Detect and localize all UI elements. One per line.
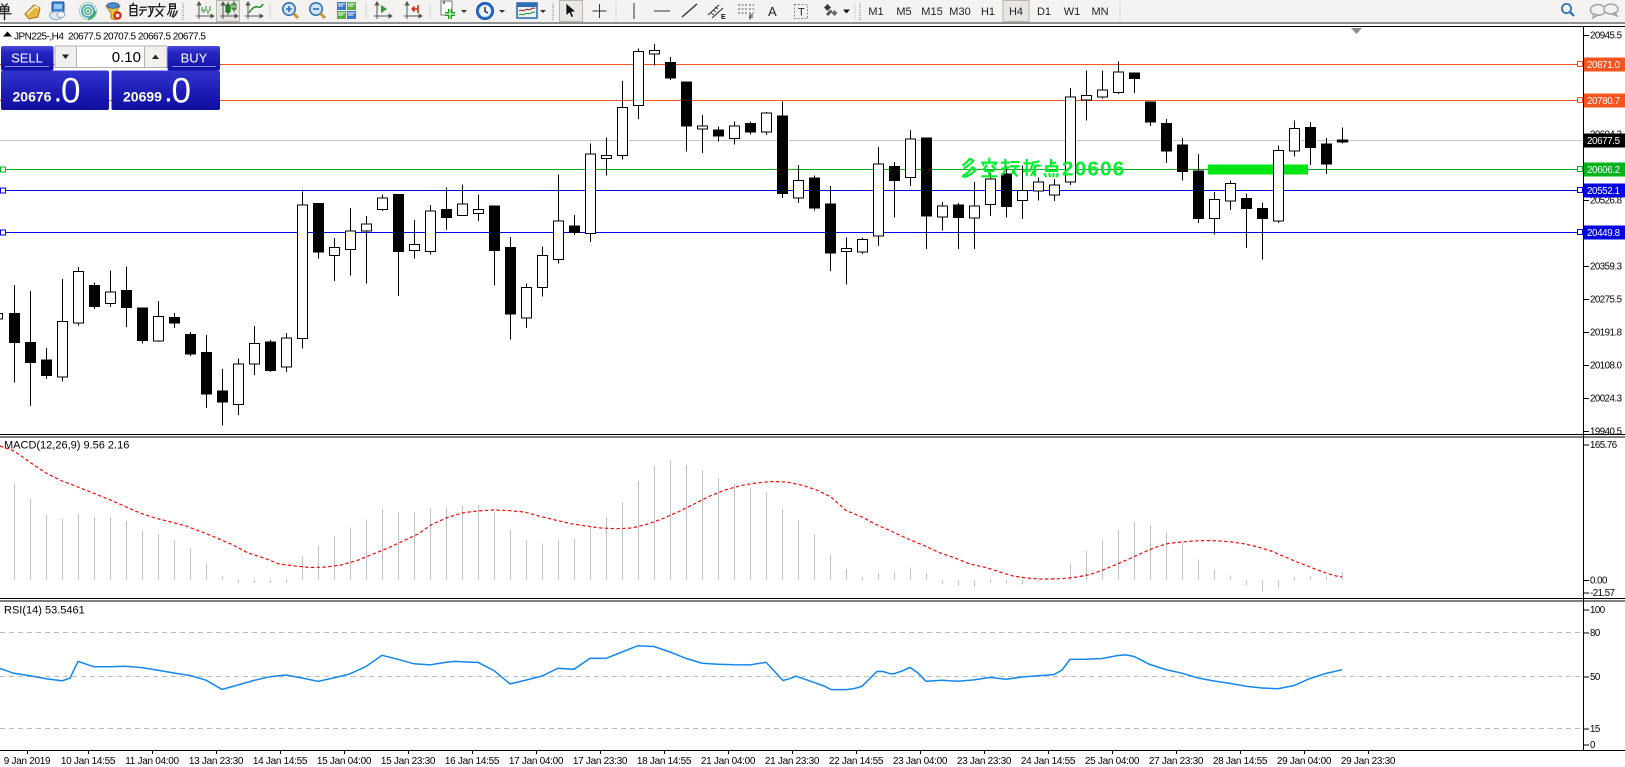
svg-text:F: F (749, 15, 754, 22)
svg-text:20780.7: 20780.7 (1587, 96, 1620, 107)
svg-text:SELL: SELL (11, 51, 43, 66)
svg-text:20945.5: 20945.5 (1590, 31, 1622, 42)
svg-text:29 Jan 23:30: 29 Jan 23:30 (1341, 756, 1396, 767)
svg-text:29 Jan 04:00: 29 Jan 04:00 (1277, 756, 1332, 767)
svg-text:28 Jan 14:55: 28 Jan 14:55 (1213, 756, 1268, 767)
svg-text:22 Jan 14:55: 22 Jan 14:55 (829, 756, 884, 767)
svg-text:H1: H1 (981, 6, 995, 18)
svg-text:20275.5: 20275.5 (1590, 294, 1622, 305)
svg-text:21 Jan 04:00: 21 Jan 04:00 (701, 756, 756, 767)
svg-text:BUY: BUY (181, 51, 208, 66)
svg-text:19940.5: 19940.5 (1590, 426, 1622, 437)
svg-text:21 Jan 23:30: 21 Jan 23:30 (765, 756, 820, 767)
svg-text:E: E (721, 14, 726, 21)
svg-text:15 Jan 23:30: 15 Jan 23:30 (381, 756, 436, 767)
svg-text:20676: 20676 (13, 89, 52, 105)
svg-text:15 Jan 04:00: 15 Jan 04:00 (317, 756, 372, 767)
svg-text:50: 50 (1590, 672, 1601, 683)
svg-text:T: T (798, 7, 805, 19)
svg-text:14 Jan 14:55: 14 Jan 14:55 (253, 756, 308, 767)
svg-text:20699: 20699 (123, 89, 162, 105)
svg-text:15: 15 (1590, 724, 1600, 735)
svg-text:M30: M30 (949, 6, 970, 18)
svg-text:20359.3: 20359.3 (1590, 262, 1622, 273)
svg-text:80: 80 (1590, 628, 1601, 639)
svg-text:17 Jan 04:00: 17 Jan 04:00 (509, 756, 564, 767)
svg-text:25 Jan 04:00: 25 Jan 04:00 (1085, 756, 1140, 767)
svg-text:20449.8: 20449.8 (1587, 228, 1621, 239)
svg-text:M5: M5 (896, 6, 911, 18)
svg-text:H4: H4 (1009, 6, 1023, 18)
svg-text:0: 0 (172, 72, 191, 111)
svg-text:10 Jan 14:55: 10 Jan 14:55 (61, 756, 116, 767)
svg-text:20191.8: 20191.8 (1590, 327, 1622, 338)
svg-text:165.76: 165.76 (1590, 440, 1617, 451)
svg-text:23 Jan 04:00: 23 Jan 04:00 (893, 756, 948, 767)
svg-text:RSI(14) 53.5461: RSI(14) 53.5461 (4, 605, 85, 617)
svg-text:23 Jan 23:30: 23 Jan 23:30 (957, 756, 1012, 767)
svg-text:20606.2: 20606.2 (1587, 165, 1620, 176)
svg-text:13 Jan 23:30: 13 Jan 23:30 (189, 756, 244, 767)
svg-text:0.00: 0.00 (1590, 576, 1608, 587)
svg-text:27 Jan 23:30: 27 Jan 23:30 (1149, 756, 1204, 767)
svg-text:20108.0: 20108.0 (1590, 360, 1623, 371)
svg-text:20526.8: 20526.8 (1590, 196, 1622, 207)
svg-text:M15: M15 (921, 6, 942, 18)
svg-text:24 Jan 14:55: 24 Jan 14:55 (1021, 756, 1076, 767)
svg-text:A: A (768, 4, 777, 19)
svg-text:11 Jan 04:00: 11 Jan 04:00 (125, 756, 179, 767)
svg-text:20552.1: 20552.1 (1587, 186, 1620, 197)
svg-text:20606: 20606 (1062, 158, 1126, 181)
svg-text:D1: D1 (1037, 6, 1051, 18)
svg-text:100: 100 (1590, 605, 1606, 616)
svg-text:17 Jan 23:30: 17 Jan 23:30 (573, 756, 628, 767)
svg-text:.: . (55, 84, 61, 107)
svg-text:16 Jan 14:55: 16 Jan 14:55 (445, 756, 500, 767)
svg-text:18 Jan 14:55: 18 Jan 14:55 (637, 756, 692, 767)
svg-text:20871.0: 20871.0 (1587, 60, 1621, 71)
svg-text:0: 0 (61, 72, 80, 111)
svg-text:M1: M1 (868, 6, 883, 18)
svg-text:.: . (166, 84, 172, 107)
svg-text:MACD(12,26,9) 9.56 2.16: MACD(12,26,9) 9.56 2.16 (4, 440, 129, 452)
svg-text:0: 0 (1590, 740, 1596, 751)
svg-text:0.10: 0.10 (112, 49, 141, 66)
svg-text:JPN225-,H4 20677.5 20707.5 20: JPN225-,H4 20677.5 20707.5 20667.5 20677… (14, 32, 206, 43)
svg-text:20677.5: 20677.5 (1587, 136, 1621, 147)
svg-text:20024.3: 20024.3 (1590, 393, 1622, 404)
svg-text:-21.57: -21.57 (1590, 588, 1615, 599)
svg-text:W1: W1 (1064, 6, 1081, 18)
svg-text:MN: MN (1091, 6, 1108, 18)
svg-text:9 Jan 2019: 9 Jan 2019 (4, 756, 51, 767)
